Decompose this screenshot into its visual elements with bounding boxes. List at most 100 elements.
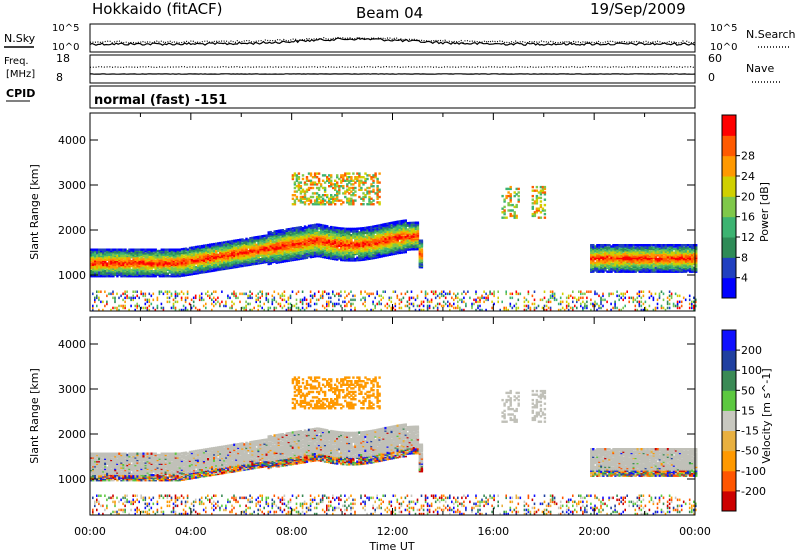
power-cell [174,272,178,275]
power-cell [408,240,411,244]
power-cell [166,275,169,278]
power-cell [350,186,353,190]
power-cell [543,212,547,216]
power-cell [311,181,315,184]
power-cell [98,262,101,265]
power-cell [243,306,245,310]
power-cell [124,275,127,278]
power-cell [590,249,593,252]
power-cell [350,235,353,238]
power-cell [376,251,379,254]
power-cell [269,258,272,262]
power-cell [350,255,353,258]
power-cell [285,258,288,261]
power-cell [596,264,599,267]
power-cell [251,239,254,242]
power-cell [334,258,337,261]
power-cell [90,259,93,263]
power-cell [134,268,137,272]
power-cell [215,302,217,306]
power-cell [192,296,195,300]
power-cell [323,232,327,235]
power-cell [350,194,353,197]
power-cell [136,257,139,260]
power-cell [263,252,266,255]
power-cell [134,249,137,253]
power-cell [255,236,258,239]
power-cell [323,248,327,252]
power-cell [420,308,423,312]
power-cell [376,292,378,296]
power-cell [334,179,337,182]
power-cell [362,192,365,195]
power-cell [194,250,198,254]
power-cell [328,179,331,182]
power-cell [301,243,305,246]
power-cell [178,292,181,296]
power-cell [283,294,286,298]
power-cell [158,263,161,267]
power-cell [584,304,586,308]
power-cell [136,306,138,310]
power-cell [150,272,153,275]
power-cell [390,250,393,253]
power-cell [112,257,115,260]
power-cell [277,259,280,263]
power-cell [523,296,526,300]
power-cell [247,242,250,245]
power-cell [114,253,117,256]
power-cell [227,263,230,266]
power-cell [150,263,153,267]
power-cell [418,263,422,266]
power-cell [362,296,364,300]
power-cell [328,248,331,251]
power-cell [291,227,295,230]
power-cell [543,187,547,191]
power-cell [394,304,397,308]
power-cell [152,262,155,265]
power-cell [267,250,270,253]
power-cell [326,177,329,181]
power-cell [138,296,140,300]
power-cell [207,261,210,264]
power-cell [295,251,299,255]
power-cell [211,265,214,269]
power-cell [384,240,387,243]
power-cell [332,197,335,200]
power-cell [378,201,381,204]
power-cell [380,251,383,254]
power-cell [182,257,186,261]
power-cell [354,298,356,302]
power-cell [380,237,383,240]
power-cell [420,290,423,293]
power-cell [344,230,347,233]
power-cell [535,207,539,210]
power-cell [374,296,376,300]
power-cell [477,296,479,300]
power-cell [180,268,184,271]
power-cell [485,308,487,312]
power-cell [309,298,312,302]
power-cell [150,294,153,298]
power-cell [130,248,133,251]
power-cell [247,246,250,249]
power-cell [344,242,347,246]
power-cell [273,256,276,260]
power-cell [225,302,227,306]
power-cell [247,244,250,248]
power-cell [277,251,280,254]
power-cell [303,203,307,206]
power-cell [301,249,305,252]
power-cell [245,242,248,246]
power-cell [364,253,367,256]
power-cell [344,172,347,175]
power-cell [364,179,367,182]
power-cell [275,236,278,239]
power-cell [225,262,228,265]
power-cell [202,254,206,257]
power-cell [382,237,385,240]
power-cell [233,302,235,306]
power-cell [467,290,469,293]
power-cell [366,237,369,241]
power-cell [198,266,202,269]
